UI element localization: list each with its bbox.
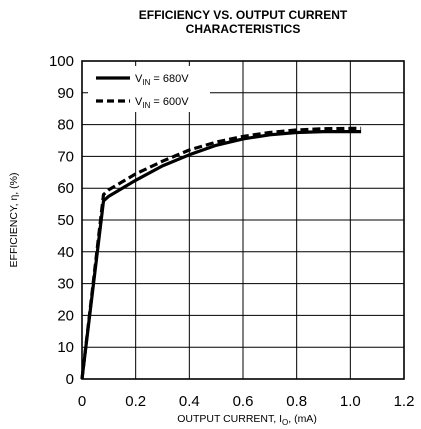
x-tick-label: 0	[78, 393, 86, 410]
x-tick-label: 1.0	[340, 393, 361, 410]
legend-label-600v: VIN = 600V	[135, 96, 189, 110]
y-tick-label: 50	[57, 212, 74, 229]
legend-background	[88, 66, 210, 112]
y-tick-label: 20	[57, 307, 74, 324]
y-tick-label: 0	[66, 371, 74, 388]
y-tick-label: 100	[49, 53, 74, 70]
x-axis-label-sub: O	[282, 418, 288, 427]
x-axis-label-tail: , (mA)	[288, 413, 317, 425]
series-line-680v	[80, 130, 362, 380]
x-tick-label: 1.2	[394, 393, 415, 410]
legend-value-600v: = 600V	[150, 96, 189, 108]
y-tick-label: 30	[57, 276, 74, 293]
x-axis-label: OUTPUT CURRENT, IO, (mA)	[177, 413, 317, 427]
x-axis-label-main: OUTPUT CURRENT, I	[177, 413, 282, 425]
legend: VIN = 680V VIN = 600V	[88, 66, 210, 112]
y-tick-label: 60	[57, 180, 74, 197]
legend-prefix-680v: V	[135, 73, 143, 85]
y-tick-label: 40	[57, 244, 74, 261]
legend-prefix-600v: V	[135, 96, 143, 108]
x-axis-ticks: 0 0.2 0.4 0.6 0.8 1.0 1.2	[78, 393, 415, 410]
series-lines	[80, 126, 362, 380]
x-tick-label: 0.2	[125, 393, 146, 410]
chart-title-line-2: CHARACTERISTICS	[186, 22, 301, 36]
x-tick-label: 0.8	[286, 393, 307, 410]
legend-sub-600v: IN	[142, 101, 150, 110]
y-tick-label: 80	[57, 117, 74, 134]
x-tick-label: 0.6	[233, 393, 254, 410]
grid	[82, 61, 404, 379]
legend-label-680v: VIN = 680V	[135, 73, 189, 87]
y-tick-label: 90	[57, 85, 74, 102]
legend-sub-680v: IN	[142, 78, 150, 87]
y-tick-label: 10	[57, 339, 74, 356]
y-axis-label: EFFICIENCY, η, (%)	[8, 173, 20, 268]
series-line-600v	[80, 126, 362, 380]
y-axis-ticks: 0 10 20 30 40 50 60 70 80 90 100	[49, 53, 74, 388]
legend-value-680v: = 680V	[150, 73, 189, 85]
chart-title-line-1: EFFICIENCY VS. OUTPUT CURRENT	[139, 8, 348, 22]
x-tick-label: 0.4	[179, 393, 200, 410]
plot-frame	[81, 60, 405, 380]
y-tick-label: 70	[57, 148, 74, 165]
